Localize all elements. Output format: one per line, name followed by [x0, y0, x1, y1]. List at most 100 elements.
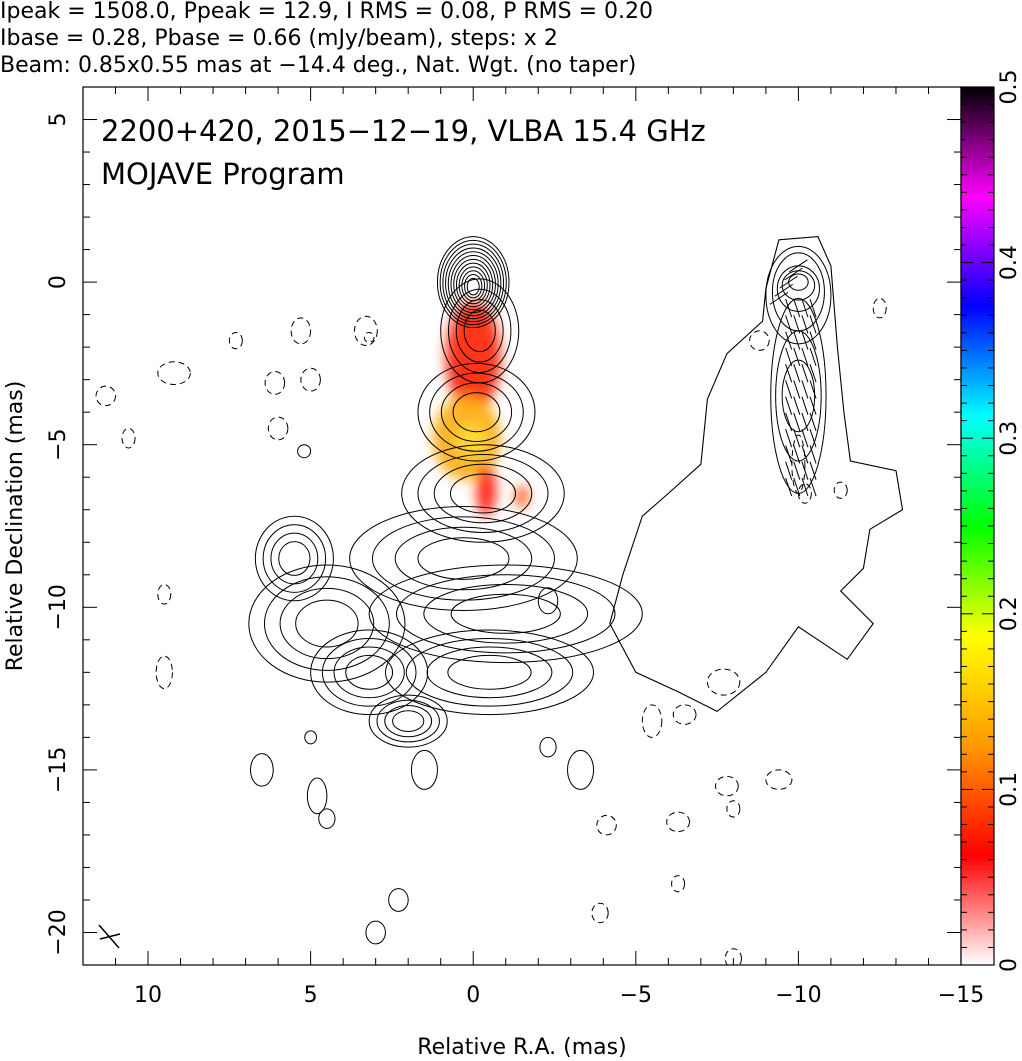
- polarization-intensity-layer: [432, 301, 529, 517]
- jet-contour: [368, 694, 448, 748]
- jet-contour: [394, 526, 533, 591]
- evpa-tick: [785, 380, 793, 399]
- right-jet-contour: [775, 330, 822, 462]
- negative-contour: [726, 800, 741, 818]
- evpa-tick: [801, 347, 809, 367]
- island-contour: [410, 749, 438, 790]
- core-contour: [445, 247, 502, 320]
- polarization-patches: [432, 301, 529, 517]
- core-contour: [466, 277, 480, 296]
- core-contour: [464, 274, 483, 299]
- x-tick-label: −15: [938, 983, 984, 1008]
- y-tick-label: −10: [46, 584, 71, 630]
- negative-contour: [157, 584, 172, 605]
- jet-contour: [263, 576, 390, 671]
- x-tick-label: 5: [304, 983, 318, 1008]
- evpa-tick: [809, 412, 817, 432]
- evpa-tick: [793, 331, 801, 350]
- evpa-tick: [785, 429, 793, 448]
- negative-contour: [749, 330, 770, 351]
- jet-contour: [463, 309, 496, 353]
- jet-contour: [262, 524, 327, 593]
- jet-contour: [426, 646, 553, 699]
- evpa-tick: [809, 364, 817, 383]
- jet-contour: [401, 444, 565, 543]
- jet-contour: [376, 699, 440, 743]
- header-line-2: Ibase = 0.28, Pbase = 0.66 (mJy/beam), s…: [0, 26, 558, 51]
- chart-subtitle: MOJAVE Program: [101, 157, 345, 191]
- evpa-tick: [801, 412, 809, 432]
- evpa-tick: [793, 396, 801, 415]
- island-contour: [539, 736, 557, 758]
- evpa-tick: [785, 412, 793, 432]
- axes: 10 5 0 −5 −10 −15 5 0 −5 −10 −15 −20: [46, 86, 984, 1008]
- colorbar-tick-label: 0.4: [997, 245, 1022, 280]
- negative-contour: [671, 875, 686, 893]
- negative-contour: [765, 769, 793, 790]
- colorbar-tick-label: 0.5: [997, 70, 1022, 105]
- jet-contour: [384, 629, 595, 716]
- negative-contour: [95, 385, 117, 407]
- right-core-contour: [788, 273, 809, 291]
- evpa-tick: [769, 291, 789, 305]
- y-tick-label: −15: [46, 747, 71, 793]
- negative-contour: [596, 814, 617, 836]
- colorbar-tick-label: 0.1: [997, 772, 1022, 807]
- core-contour: [458, 266, 488, 305]
- right-core-contour: [765, 245, 832, 345]
- evpa-tick: [785, 364, 793, 383]
- negative-contour: [706, 668, 741, 696]
- negative-contour: [155, 655, 173, 690]
- evpa-tick: [785, 396, 793, 415]
- jet-contour: [333, 646, 405, 699]
- right-panel-outline: [609, 236, 904, 713]
- island-contour: [249, 753, 274, 787]
- negative-contour: [833, 481, 848, 499]
- colorbar-tick-label: 0.3: [997, 421, 1022, 456]
- evpa-tick: [793, 380, 801, 399]
- jet-contour: [384, 705, 433, 738]
- jet-contour: [349, 505, 578, 612]
- jet-contour: [417, 453, 549, 534]
- core-contour: [455, 262, 491, 308]
- island-contour: [306, 777, 328, 815]
- jet-contour: [452, 392, 501, 433]
- y-tick-label: 0: [46, 275, 71, 289]
- negative-contour: [264, 371, 286, 395]
- core-contour: [450, 255, 496, 314]
- jet-contour: [395, 574, 616, 654]
- jet-contour: [455, 299, 504, 363]
- evpa-tick: [793, 477, 801, 497]
- colorbar-tick-label: 0.2: [997, 596, 1022, 631]
- plot-frame: [82, 86, 962, 966]
- evpa-tick: [801, 315, 809, 334]
- jet-contour: [368, 564, 643, 664]
- y-tick-label: −5: [46, 428, 71, 460]
- jet-contour: [449, 473, 516, 514]
- colorbar-ticks: 0 0.1 0.2 0.3 0.4 0.5: [961, 70, 1022, 972]
- jet-contour: [270, 532, 319, 585]
- x-tick-label: 0: [466, 983, 480, 1008]
- evpa-tick: [801, 298, 809, 318]
- x-tick-label: −5: [620, 983, 652, 1008]
- polarization-patch: [476, 464, 496, 517]
- negative-contour: [641, 704, 663, 738]
- evpa-tick: [801, 461, 809, 480]
- jet-contour: [345, 654, 394, 690]
- chart-title: 2200+420, 2015−12−19, VLBA 15.4 GHz: [101, 114, 706, 148]
- evpa-tick: [809, 445, 817, 464]
- core-contour: [461, 270, 486, 302]
- jet-contour: [278, 541, 311, 576]
- negative-contour: [591, 902, 609, 924]
- negative-contour: [290, 317, 312, 345]
- jet-contour: [448, 288, 512, 374]
- negative-contour: [724, 948, 742, 965]
- evpa-tick: [785, 461, 793, 480]
- jet-contour: [405, 638, 574, 707]
- core-contour: [439, 239, 507, 326]
- right-core-contour: [781, 270, 816, 301]
- evpa-tick: [793, 315, 801, 334]
- total-intensity-contours: [248, 236, 904, 945]
- island-contour: [567, 749, 595, 790]
- evpa-tick: [809, 429, 817, 448]
